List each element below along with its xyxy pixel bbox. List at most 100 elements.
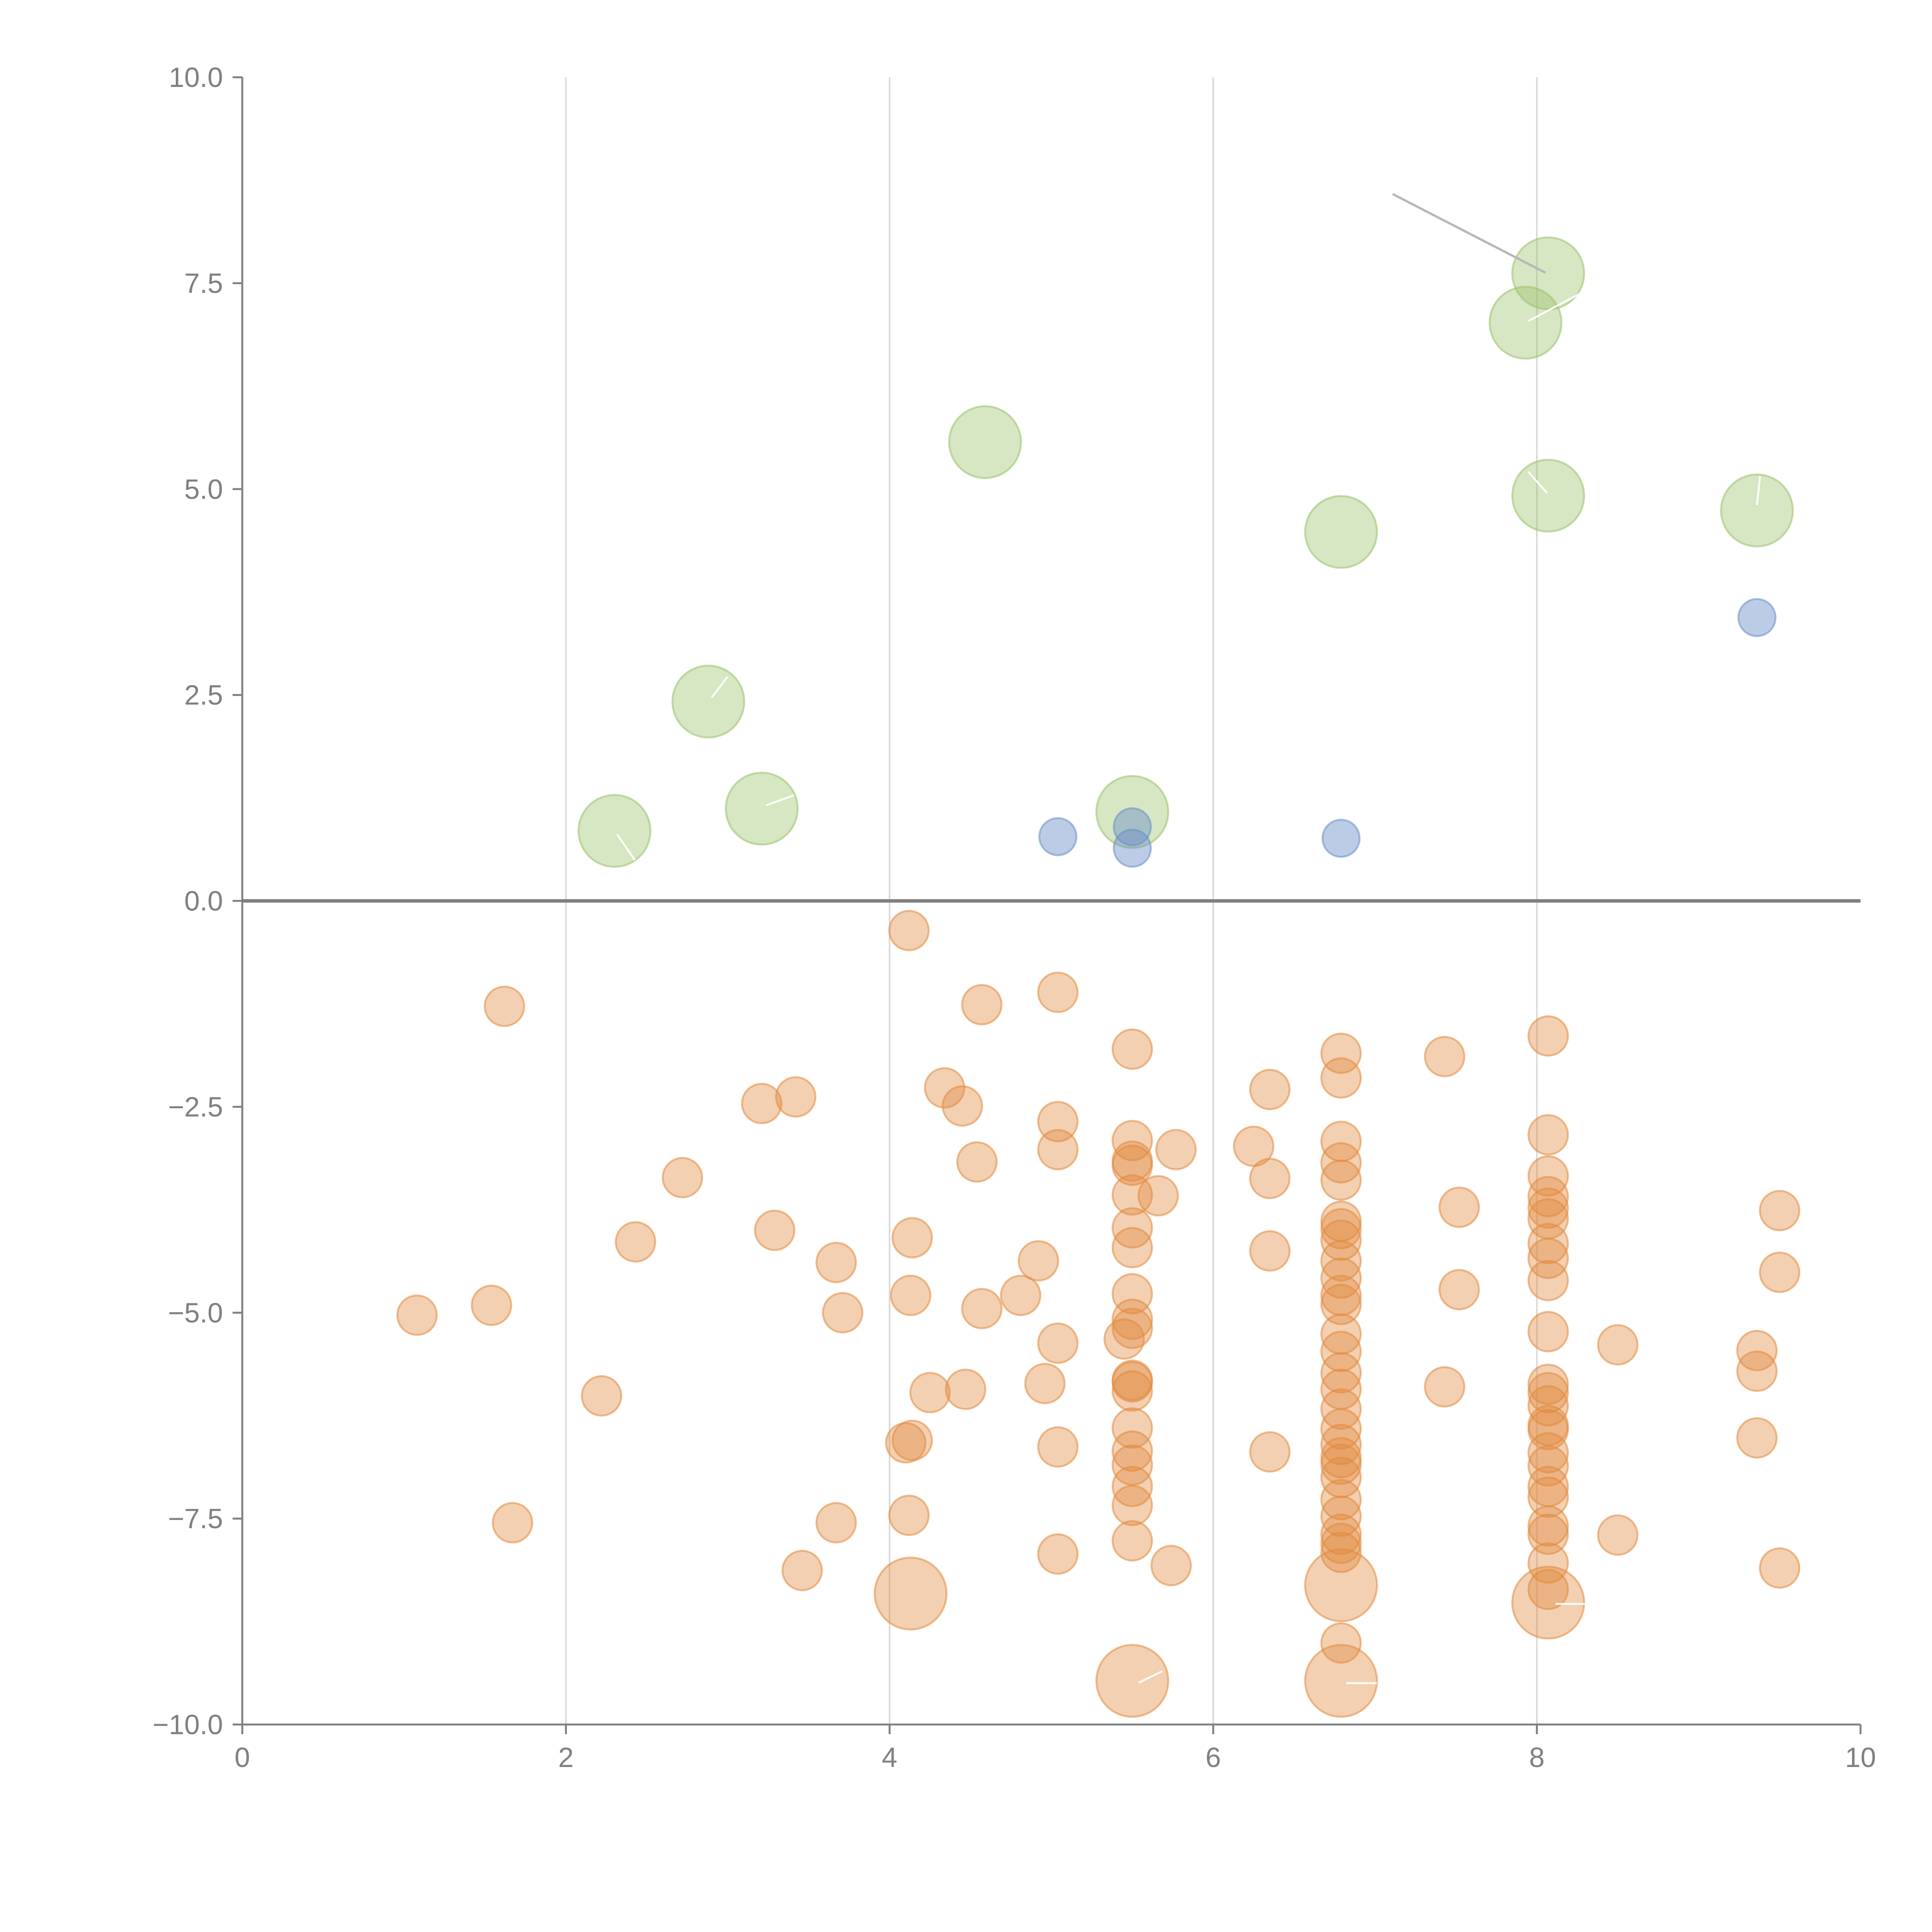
data-point-orange xyxy=(754,1209,796,1251)
data-point-blue xyxy=(1737,598,1777,637)
data-point-orange xyxy=(741,1083,782,1124)
data-point-orange-large xyxy=(874,1556,948,1631)
data-point-orange xyxy=(1759,1547,1801,1589)
data-point-orange xyxy=(890,1274,932,1316)
x-tick-label: 0 xyxy=(235,1742,250,1773)
data-point-orange xyxy=(1320,1408,1362,1450)
data-point-orange xyxy=(1597,1514,1639,1556)
data-point-orange xyxy=(1017,1240,1059,1282)
data-point-orange xyxy=(1249,1158,1291,1199)
data-point-orange xyxy=(1424,1366,1466,1408)
data-point-green xyxy=(1304,495,1378,569)
data-point-orange xyxy=(1037,1322,1079,1364)
data-point-orange xyxy=(1000,1274,1041,1316)
data-point-green xyxy=(1488,286,1563,360)
data-point-orange xyxy=(815,1502,857,1544)
data-point-blue xyxy=(1112,828,1152,868)
data-point-orange xyxy=(1111,1361,1153,1403)
data-point-orange xyxy=(1424,1036,1466,1077)
x-tick-label: 8 xyxy=(1529,1742,1544,1773)
data-point-orange xyxy=(1249,1230,1291,1272)
data-point-orange xyxy=(1320,1142,1362,1184)
data-point-orange xyxy=(1597,1324,1639,1366)
data-point-orange xyxy=(1320,1057,1362,1099)
data-point-orange xyxy=(483,985,525,1027)
white-leader-line xyxy=(1527,293,1580,322)
data-point-green xyxy=(577,794,651,868)
y-tick-label: −2.5 xyxy=(168,1092,223,1122)
data-point-orange xyxy=(1527,1432,1569,1474)
data-point-orange xyxy=(1736,1350,1778,1392)
data-point-orange xyxy=(1527,1238,1569,1279)
data-point-orange xyxy=(1037,971,1079,1013)
data-point-orange xyxy=(1111,1485,1153,1526)
data-point-orange xyxy=(1527,1311,1569,1352)
data-point-orange xyxy=(1759,1190,1801,1231)
data-point-orange xyxy=(1438,1186,1480,1228)
data-point-orange xyxy=(1137,1175,1179,1217)
y-tick-label: 7.5 xyxy=(184,268,223,299)
data-point-orange xyxy=(615,1221,656,1263)
data-point-orange xyxy=(1111,1227,1153,1269)
white-leader-line xyxy=(766,794,794,806)
data-point-orange xyxy=(961,1288,1003,1330)
x-tick-label: 6 xyxy=(1206,1742,1221,1773)
data-point-orange xyxy=(781,1549,823,1591)
data-point-orange xyxy=(1155,1129,1197,1170)
data-point-orange xyxy=(1249,1069,1291,1111)
white-leader-line xyxy=(1756,476,1761,505)
data-point-orange xyxy=(1111,1308,1153,1349)
data-point-orange xyxy=(1320,1532,1362,1573)
data-point-orange xyxy=(1024,1363,1066,1405)
white-leader-line xyxy=(711,676,728,698)
data-point-orange xyxy=(1736,1417,1778,1459)
data-point-orange xyxy=(888,910,930,951)
data-point-orange xyxy=(1527,1260,1569,1301)
data-point-orange xyxy=(891,1420,933,1461)
data-point-orange xyxy=(1320,1514,1362,1555)
data-point-orange xyxy=(942,1085,983,1127)
y-tick-label: 2.5 xyxy=(184,680,223,711)
data-point-orange xyxy=(1320,1330,1362,1372)
data-point-orange xyxy=(1320,1284,1362,1325)
data-point-orange xyxy=(1111,1028,1153,1070)
data-point-orange xyxy=(1249,1431,1291,1473)
data-point-orange xyxy=(956,1141,998,1183)
data-point-orange xyxy=(822,1292,864,1333)
data-point-orange-large xyxy=(1511,1566,1585,1640)
data-point-orange xyxy=(1527,1223,1569,1264)
data-point-orange xyxy=(1759,1252,1801,1293)
data-point-green xyxy=(948,405,1022,479)
data-point-orange xyxy=(396,1294,438,1336)
data-point-orange xyxy=(1320,1479,1362,1520)
y-tick-label: 0.0 xyxy=(184,886,223,917)
y-tick-label: −7.5 xyxy=(168,1503,223,1534)
white-leader-line xyxy=(1527,471,1548,494)
data-point-orange xyxy=(1037,1426,1079,1468)
data-point-orange-large xyxy=(1095,1644,1169,1718)
data-point-orange-large xyxy=(1304,1548,1378,1622)
data-point-orange xyxy=(1438,1269,1480,1311)
data-point-orange xyxy=(815,1242,857,1283)
data-point-orange xyxy=(1320,1208,1362,1250)
data-point-orange xyxy=(1111,1430,1153,1472)
data-point-orange-large xyxy=(1304,1644,1378,1718)
y-tick-label: −5.0 xyxy=(168,1298,223,1328)
data-point-orange xyxy=(888,1495,930,1536)
x-tick-label: 4 xyxy=(882,1742,897,1773)
x-tick-label: 2 xyxy=(558,1742,574,1773)
data-point-blue xyxy=(1038,817,1078,856)
data-point-orange xyxy=(1111,1273,1153,1315)
data-point-orange xyxy=(1320,1522,1362,1564)
data-point-orange xyxy=(1527,1176,1569,1218)
x-tick-label: 10 xyxy=(1845,1742,1876,1773)
data-point-orange xyxy=(1111,1407,1153,1449)
white-leader-line xyxy=(1138,1670,1163,1684)
annotation-leader-line xyxy=(1392,193,1546,274)
data-point-orange xyxy=(1527,1476,1569,1518)
data-point-orange xyxy=(1527,1114,1569,1156)
data-point-orange xyxy=(1527,1568,1569,1610)
data-point-orange xyxy=(1320,1032,1362,1074)
leader-lines xyxy=(616,193,1761,1684)
data-point-orange xyxy=(1527,1514,1569,1555)
